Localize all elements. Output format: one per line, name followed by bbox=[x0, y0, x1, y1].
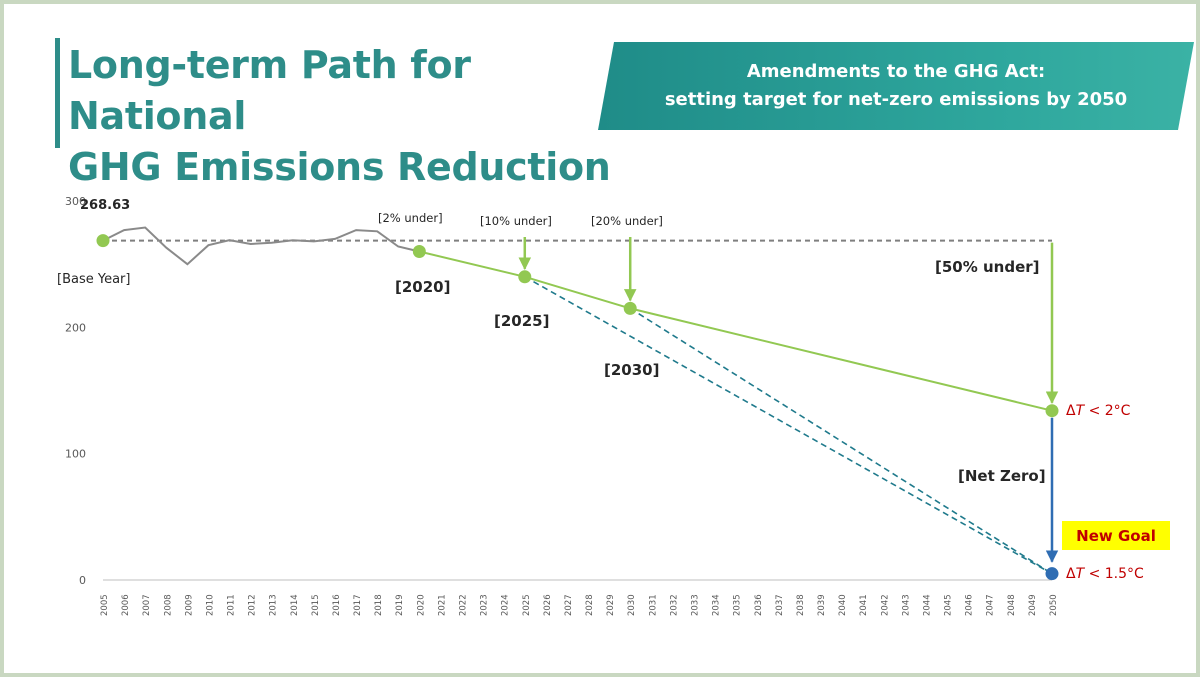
x-tick-label: 2022 bbox=[459, 594, 469, 616]
y-tick-label: 100 bbox=[65, 448, 86, 461]
point-2030 bbox=[623, 301, 637, 315]
chart-marks bbox=[96, 234, 1059, 581]
x-tick-label: 2042 bbox=[880, 594, 890, 616]
x-tick-label: 2024 bbox=[501, 594, 511, 616]
x-tick-label: 2014 bbox=[290, 594, 300, 616]
x-tick-label: 2033 bbox=[690, 594, 700, 616]
year-2025-label: [2025] bbox=[494, 312, 549, 330]
delta-t-15c-label-value: < 1.5°C bbox=[1084, 566, 1144, 582]
x-tick-label: 2032 bbox=[669, 594, 679, 616]
delta-t-2c-label-delta: Δ bbox=[1066, 403, 1076, 419]
x-tick-label: 2008 bbox=[163, 594, 173, 616]
x-tick-label: 2049 bbox=[1028, 594, 1038, 616]
x-tick-label: 2007 bbox=[142, 594, 152, 616]
point-2050-net-zero bbox=[1045, 567, 1059, 581]
y-tick-label: 200 bbox=[65, 321, 86, 334]
x-tick-label: 2036 bbox=[754, 594, 764, 616]
x-tick-label: 2017 bbox=[353, 594, 363, 616]
point-2025 bbox=[518, 270, 532, 284]
x-tick-label: 2027 bbox=[564, 594, 574, 616]
title-accent-bar bbox=[55, 38, 60, 148]
original-path-line bbox=[419, 250, 1053, 412]
x-tick-label: 2023 bbox=[480, 594, 490, 616]
year-2030-label: [2030] bbox=[604, 361, 659, 379]
delta-t-15c-label-delta: Δ bbox=[1066, 566, 1076, 582]
x-tick-label: 2020 bbox=[416, 594, 426, 616]
x-tick-label: 2019 bbox=[395, 594, 405, 616]
delta-t-2c-label-value: < 2°C bbox=[1084, 403, 1131, 419]
x-tick-label: 2045 bbox=[944, 594, 954, 616]
banner-line-2: setting target for net-zero emissions by… bbox=[664, 89, 1128, 110]
delta-t-15c-label: ΔT < 1.5°C bbox=[1066, 566, 1144, 582]
x-tick-label: 2016 bbox=[332, 594, 342, 616]
title-line-2: GHG Emissions Reduction bbox=[68, 145, 611, 189]
x-tick-label: 2005 bbox=[100, 594, 110, 616]
x-tick-label: 2031 bbox=[648, 594, 658, 616]
under-2-label: [2% under] bbox=[378, 211, 443, 225]
base-value-label: 268.63 bbox=[80, 198, 130, 213]
x-tick-label: 2009 bbox=[184, 594, 194, 616]
x-tick-label: 2041 bbox=[859, 594, 869, 616]
page-title: Long-term Path for National GHG Emission… bbox=[68, 40, 628, 193]
year-2020-label: [2020] bbox=[395, 278, 450, 296]
x-tick-label: 2044 bbox=[922, 594, 932, 616]
x-tick-label: 2018 bbox=[374, 594, 384, 616]
point-2020 bbox=[412, 245, 426, 259]
delta-t-2c-label-var: T bbox=[1076, 403, 1086, 419]
x-tick-label: 2011 bbox=[227, 594, 237, 616]
x-tick-label: 2037 bbox=[775, 594, 785, 616]
x-tick-label: 2010 bbox=[205, 594, 215, 616]
under-10-label: [10% under] bbox=[480, 214, 552, 228]
chart-axes: 0 100 200 300 2005 2006 2007 2008 2009 2010 2011 20… bbox=[65, 195, 1059, 616]
base-year-label: [Base Year] bbox=[57, 272, 130, 287]
under-20-label: [20% under] bbox=[591, 214, 663, 228]
under-50-label: [50% under] bbox=[935, 258, 1040, 276]
chart-series bbox=[102, 226, 1059, 575]
x-tick-label: 2035 bbox=[733, 594, 743, 616]
x-tick-label: 2043 bbox=[901, 594, 911, 616]
act-banner: Amendments to the GHG Act: setting targe… bbox=[598, 42, 1194, 130]
point-2050-2c bbox=[1045, 404, 1059, 418]
x-tick-label: 2047 bbox=[986, 594, 996, 616]
net-zero-label: [Net Zero] bbox=[958, 467, 1046, 485]
x-tick-label: 2040 bbox=[838, 594, 848, 616]
x-tick-label: 2006 bbox=[121, 594, 131, 616]
chart-labels: 268.63 [Base Year] [2020] [2025] [2030] [2% u… bbox=[57, 198, 1170, 582]
x-tick-label: 2030 bbox=[627, 594, 637, 616]
historical-emissions-line bbox=[102, 226, 420, 266]
net-zero-path-2030-line bbox=[629, 307, 1053, 575]
x-tick-label: 2029 bbox=[606, 594, 616, 616]
title-line-1: Long-term Path for National bbox=[68, 43, 471, 138]
banner-line-1: Amendments to the GHG Act: bbox=[746, 61, 1046, 82]
y-tick-label: 300 bbox=[65, 195, 86, 208]
x-tick-label: 2039 bbox=[817, 594, 827, 616]
y-tick-label: 0 bbox=[79, 574, 86, 587]
x-tick-label: 2013 bbox=[269, 594, 279, 616]
point-base-year bbox=[96, 234, 110, 248]
delta-t-2c-label: ΔT < 2°C bbox=[1066, 403, 1131, 419]
x-tick-label: 2048 bbox=[1007, 594, 1017, 616]
new-goal-label: New Goal bbox=[1076, 527, 1156, 545]
x-tick-label: 2015 bbox=[311, 594, 321, 616]
net-zero-path-2025-line bbox=[524, 276, 1053, 575]
x-tick-label: 2028 bbox=[585, 594, 595, 616]
x-tick-label: 2050 bbox=[1049, 594, 1059, 616]
x-tick-label: 2012 bbox=[248, 594, 258, 616]
x-tick-label: 2025 bbox=[522, 594, 532, 616]
x-tick-label: 2034 bbox=[712, 594, 722, 616]
new-goal-badge bbox=[1062, 521, 1170, 550]
delta-t-15c-label-var: T bbox=[1076, 566, 1086, 582]
banner-text: Amendments to the GHG Act: setting targe… bbox=[618, 58, 1174, 114]
x-tick-label: 2026 bbox=[543, 594, 553, 616]
x-tick-label: 2038 bbox=[796, 594, 806, 616]
x-tick-label: 2046 bbox=[965, 594, 975, 616]
x-tick-label: 2021 bbox=[437, 594, 447, 616]
